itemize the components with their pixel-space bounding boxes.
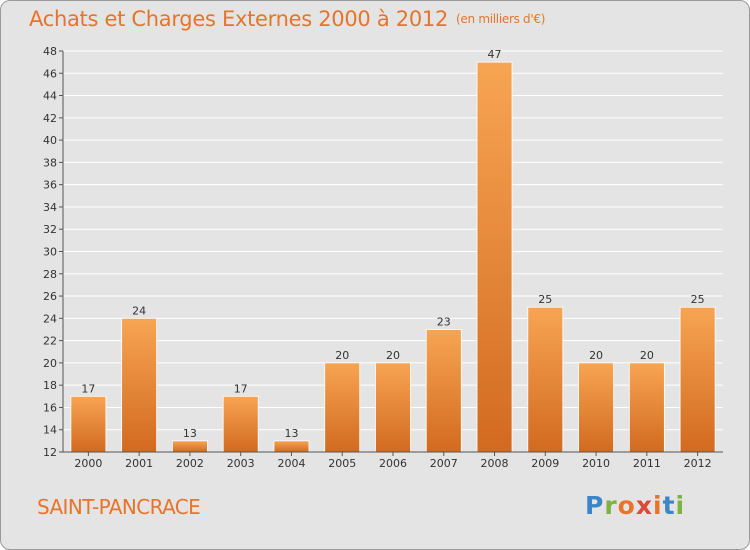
data-labels: 17 24 13 17 13 20 20 23 47 25 20 20 25 [81,48,704,440]
y-tick-label: 46 [43,67,57,80]
y-tick-label: 32 [43,223,57,236]
data-label: 20 [589,349,603,362]
logo-letter: P [585,491,605,520]
bar [172,440,208,453]
chart-title-text: Achats et Charges Externes 2000 à 2012 [29,7,449,31]
bar [476,61,513,453]
y-tick-label: 20 [43,357,57,370]
bar [425,329,462,453]
x-tick-label: 2003 [227,457,255,470]
logo-letter: x [635,491,653,520]
bars [70,61,716,453]
y-tick-label: 42 [43,112,57,125]
y-tick-label: 12 [43,446,57,459]
y-tick-label: 28 [43,268,57,281]
proxiti-logo: Proxiti [585,491,685,520]
bar [70,395,107,453]
x-tick-label: 2012 [684,457,712,470]
bar [324,362,361,453]
data-label: 17 [234,382,248,395]
y-tick-label: 34 [43,201,57,214]
x-tick-label: 2005 [328,457,356,470]
x-tick-label: 2004 [277,457,305,470]
x-tick-label: 2011 [633,457,661,470]
y-tick-label: 38 [43,156,57,169]
logo-letter: i [653,491,663,520]
data-label: 25 [691,293,705,306]
logo-letter: o [617,491,636,520]
x-tick-label: 2006 [379,457,407,470]
bar [121,317,158,453]
chart-unit: (en milliers d'€) [456,12,546,26]
y-tick-label: 40 [43,134,57,147]
x-tick-label: 2000 [74,457,102,470]
y-tick-label: 26 [43,290,57,303]
logo-letter: r [604,491,618,520]
x-tick-label: 2001 [125,457,153,470]
bar [222,395,259,453]
logo-letter: t [662,491,676,520]
y-tick-label: 22 [43,335,57,348]
bar [578,362,614,453]
x-tick-label: 2002 [176,457,204,470]
x-tick-label: 2008 [481,457,509,470]
y-tick-label: 30 [43,246,57,259]
y-tick-label: 36 [43,179,57,192]
data-label: 17 [81,382,95,395]
bar [273,440,310,453]
x-tick-label: 2010 [582,457,610,470]
data-label: 20 [335,349,349,362]
y-tick-label: 16 [43,401,57,414]
data-label: 25 [538,293,552,306]
y-tick-label: 48 [43,45,57,58]
y-tick-label: 18 [43,379,57,392]
data-label: 13 [183,427,197,440]
y-tick-label: 44 [43,90,57,103]
logo-letter: i [675,491,686,520]
chart-title: Achats et Charges Externes 2000 à 2012 (e… [29,7,545,31]
town-name: SAINT-PANCRACE [37,495,201,519]
data-label: 47 [488,48,502,61]
y-tick-label: 24 [43,312,57,325]
data-label: 23 [437,315,451,328]
bar [375,362,411,453]
bar [628,362,665,453]
data-label: 20 [386,349,400,362]
x-axis: 2000 2001 2002 2003 2004 2005 2006 2007 2008 2009… [63,451,723,470]
x-tick-label: 2009 [531,457,559,470]
data-label: 20 [640,349,654,362]
x-tick-label: 2007 [430,457,458,470]
y-axis: 12 14 16 18 20 22 24 26 28 30 32 34 36 38 40 42 44 46 48 [43,45,64,459]
data-label: 24 [132,304,146,317]
y-tick-label: 14 [43,424,57,437]
data-label: 13 [284,427,298,440]
bar [679,306,716,453]
bar [527,306,564,453]
